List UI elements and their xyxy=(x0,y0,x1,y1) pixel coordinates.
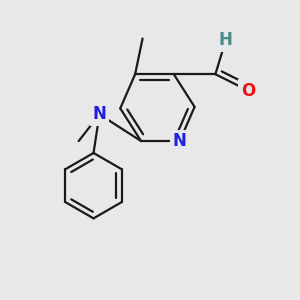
Text: H: H xyxy=(219,31,233,49)
Text: N: N xyxy=(92,105,106,123)
Text: O: O xyxy=(241,82,255,100)
Text: N: N xyxy=(173,132,187,150)
